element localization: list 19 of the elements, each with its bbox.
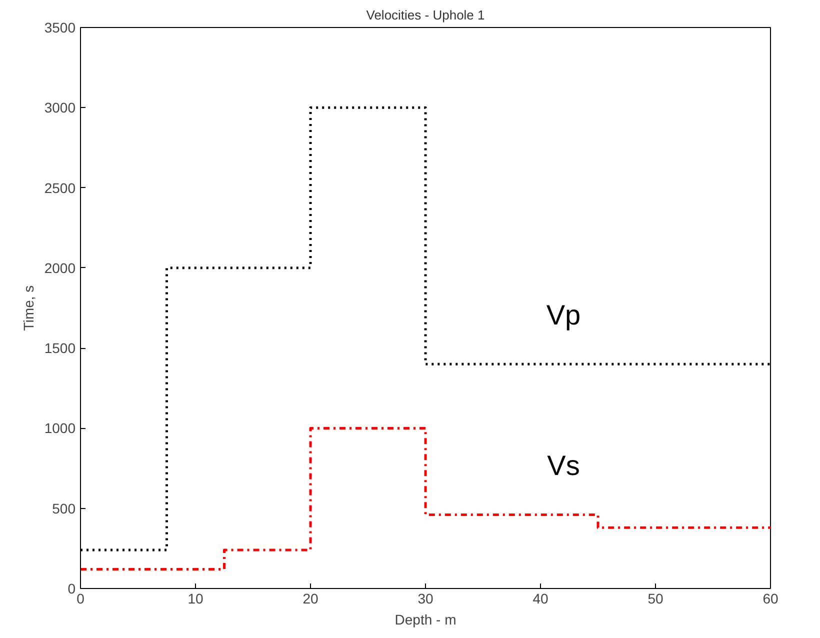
y-axis-title: Time, s [20, 285, 36, 331]
y-tick-label: 3500 [44, 20, 76, 36]
y-tick-label: 1500 [44, 340, 76, 356]
x-tick-label: 60 [762, 590, 778, 606]
x-tick-label: 20 [302, 590, 318, 606]
series-label: Vs [547, 450, 580, 482]
x-tick-label: 10 [188, 590, 204, 606]
y-tick-label: 1000 [44, 420, 76, 436]
y-tick-label: 2500 [44, 180, 76, 196]
x-tick-label: 40 [532, 590, 548, 606]
chart-title: Velocities - Uphole 1 [366, 8, 485, 22]
x-tick-label: 30 [418, 590, 434, 606]
x-tick-label: 50 [648, 590, 664, 606]
x-axis-title: Depth - m [394, 612, 456, 628]
series-label: Vp [546, 299, 581, 330]
y-tick-label: 500 [52, 500, 76, 516]
y-tick-label: 2000 [44, 260, 76, 276]
y-tick-label: 0 [68, 580, 76, 596]
y-tick-label: 3000 [44, 100, 76, 116]
